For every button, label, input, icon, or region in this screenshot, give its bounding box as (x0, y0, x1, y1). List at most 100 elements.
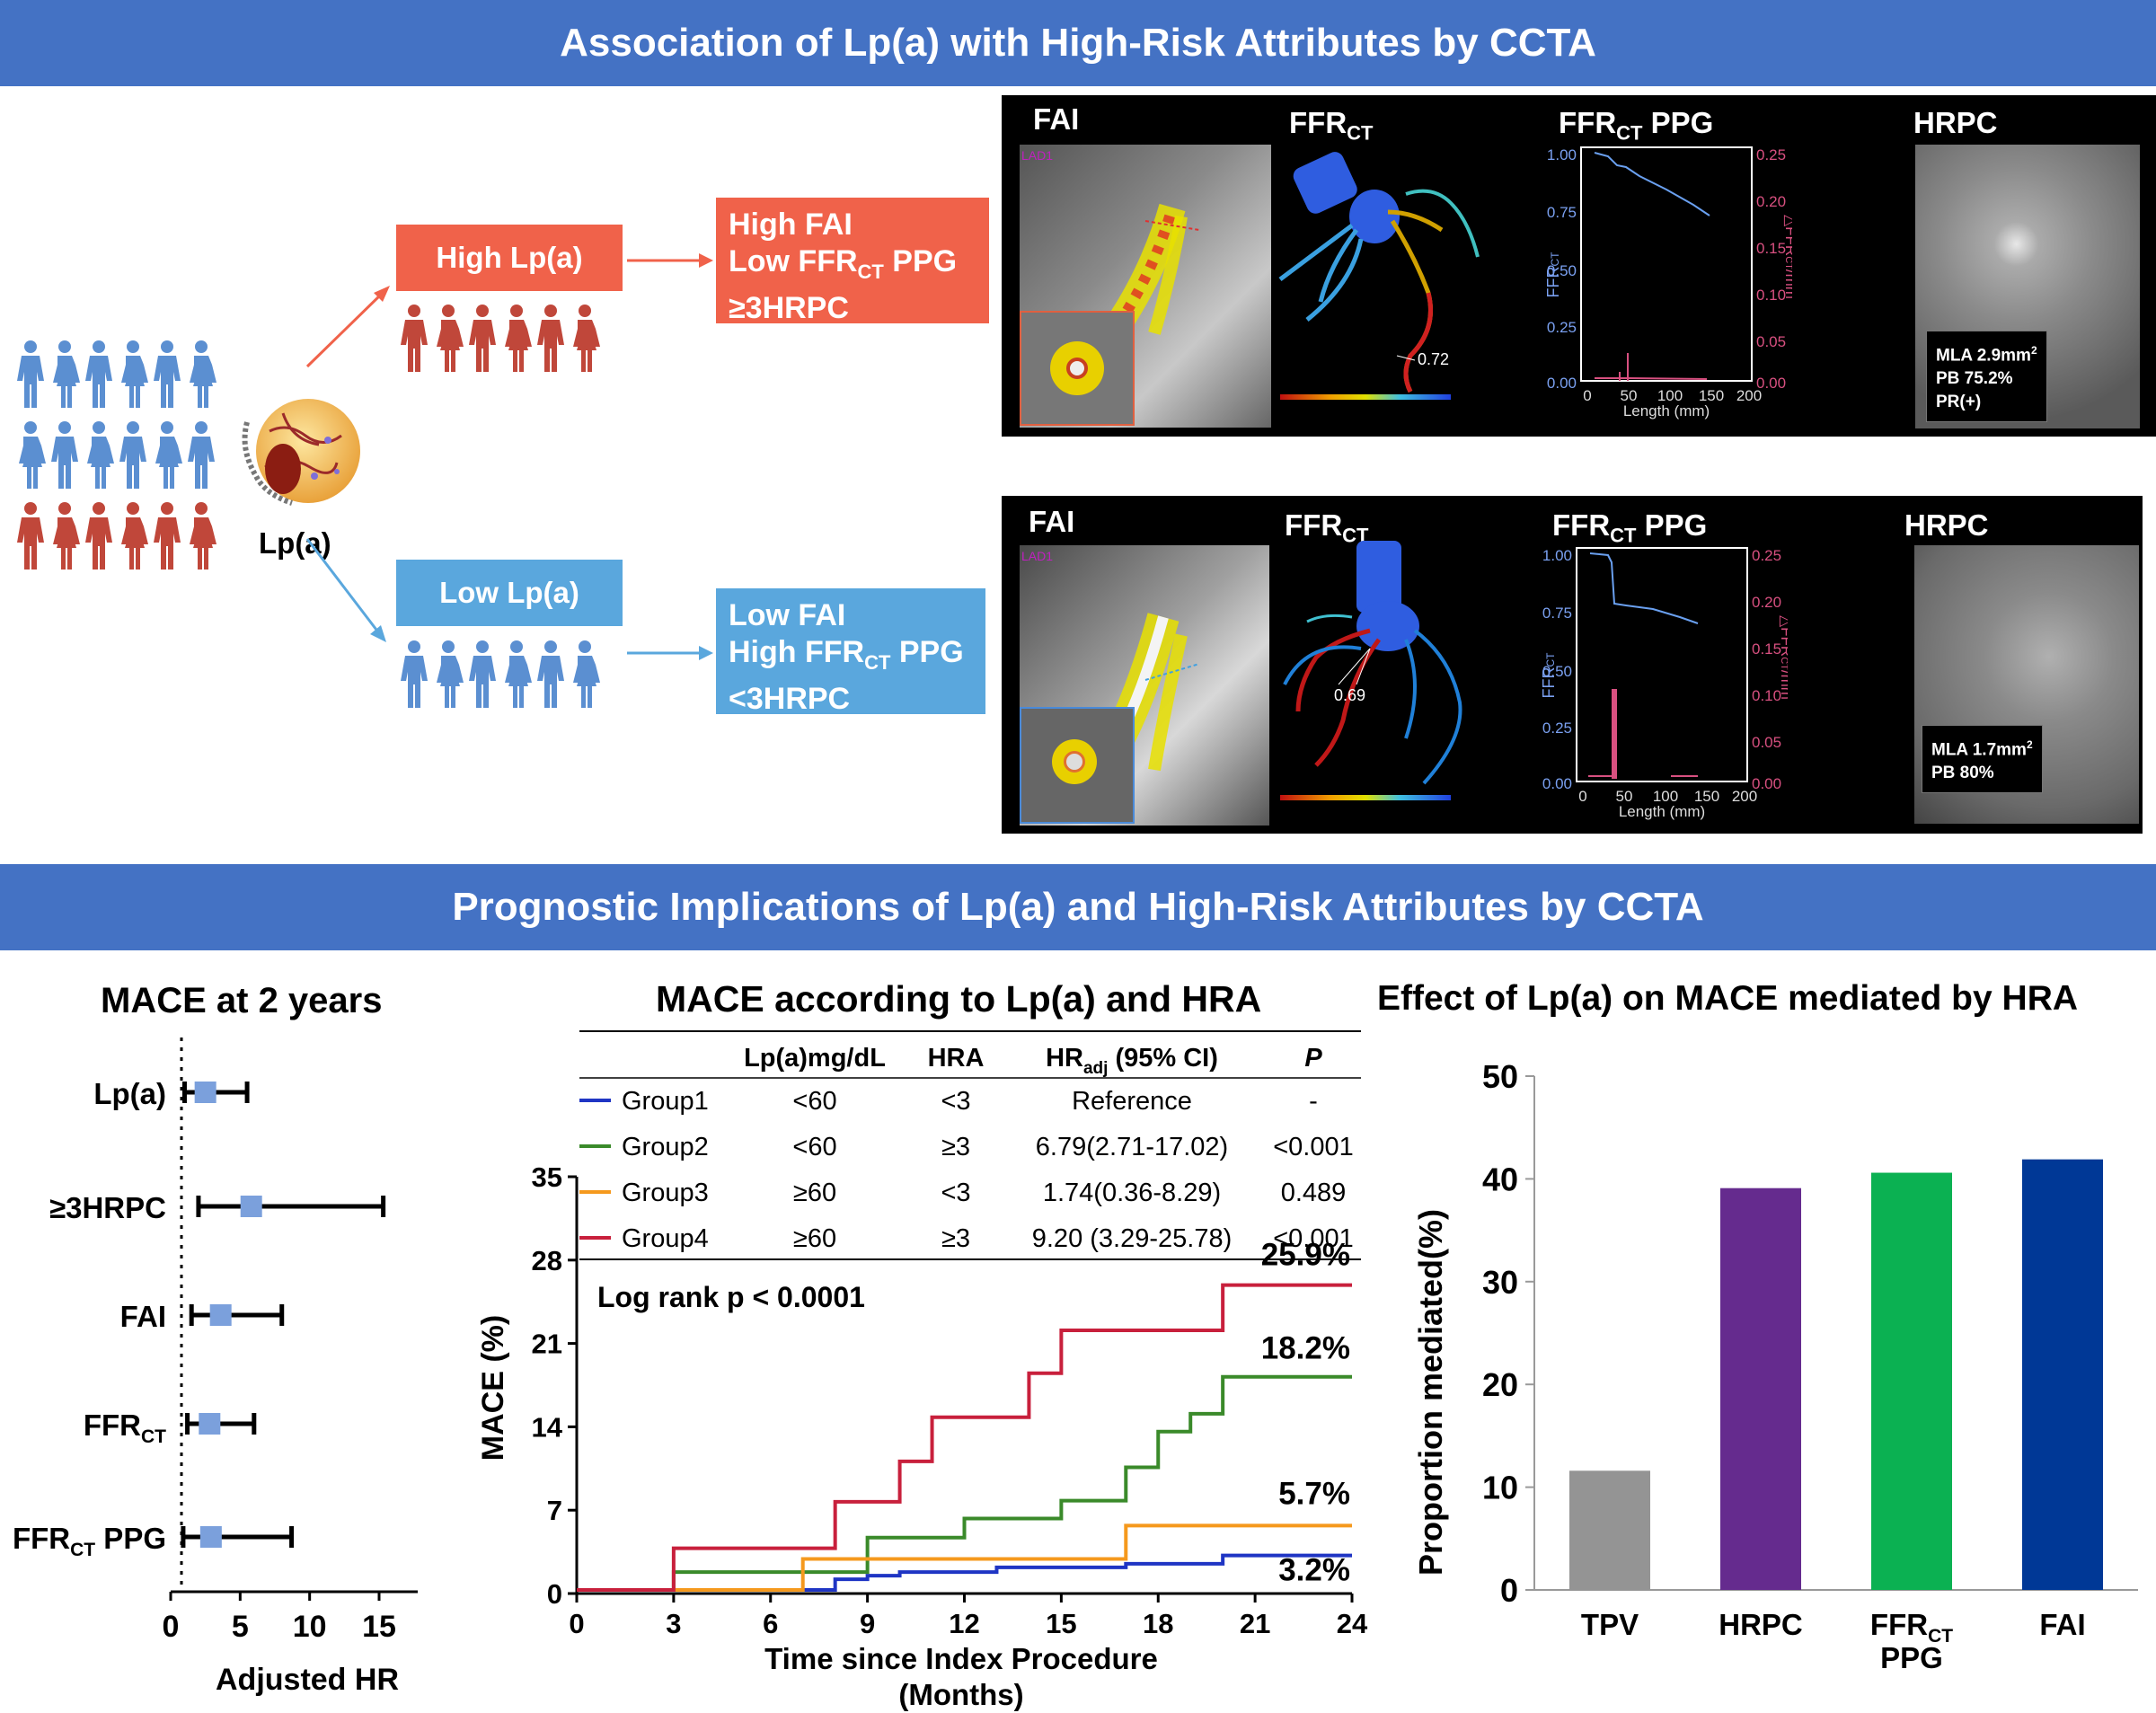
low-hrpc-stats: MLA 1.7mm2 PB 80% (1922, 725, 2043, 794)
svg-text:0.05: 0.05 (1756, 333, 1786, 350)
low-outcome-ffrct: High FFRCT PPG (729, 635, 964, 674)
km-end-label: 18.2% (1261, 1331, 1350, 1366)
bar-chart: Proportion mediated(%) 0 10 20 30 40 50 TPV HR… (1412, 1058, 2138, 1674)
km-cell-hra: ≥3 (941, 1224, 970, 1253)
km-curve-group2 (577, 1374, 1352, 1593)
svg-text:0.10: 0.10 (1752, 687, 1781, 704)
km-curve-group1 (577, 1553, 1352, 1593)
banner-prognostic: Prognostic Implications of Lp(a) and Hig… (0, 864, 2156, 950)
km-x-tick-label: 18 (1143, 1608, 1173, 1639)
bar-y-tick-label: 30 (1482, 1264, 1518, 1301)
km-cell-p: 0.489 (1281, 1179, 1347, 1207)
km-cell-hra: <3 (941, 1179, 970, 1207)
bar-title: Effect of Lp(a) on MACE mediated by HRA (1377, 979, 2079, 1018)
svg-text:△FFRCT/mm: △FFRCT/mm (1778, 615, 1788, 700)
km-y-tick-label: 35 (532, 1161, 562, 1193)
branch-arrows (305, 286, 390, 642)
km-ylabel: MACE (%) (476, 1315, 510, 1461)
forest-point (194, 1082, 216, 1103)
km-logrank: Log rank p < 0.0001 (597, 1281, 865, 1313)
high-lad-label: LAD1 (1021, 148, 1054, 163)
svg-text:50: 50 (1616, 788, 1633, 805)
km-end-label: 3.2% (1278, 1553, 1350, 1588)
svg-text:0.00: 0.00 (1547, 375, 1577, 392)
km-xlabel-2: (Months) (898, 1678, 1023, 1711)
km-y-tick-label: 7 (547, 1495, 562, 1526)
km-cell-lpa: <60 (792, 1133, 836, 1161)
population-row-2-icon (19, 421, 215, 489)
bar-ffrct-ppg (1871, 1172, 1952, 1590)
svg-text:0.10: 0.10 (1756, 287, 1786, 304)
forest-row-label: FAI (120, 1300, 166, 1333)
high-imaging-panel: LAD1 FAI FFRCT 0.72 FFRCT PPG 1.00 0.75 0… (1002, 95, 2156, 437)
km-header-p: P (1304, 1044, 1322, 1073)
bar-category-label: TPV (1581, 1608, 1639, 1641)
km-legend-label: Group2 (622, 1133, 709, 1161)
km-xlabel-1: Time since Index Procedure (764, 1642, 1158, 1675)
svg-text:Length (mm): Length (mm) (1619, 803, 1705, 820)
km-legend-label: Group1 (622, 1087, 709, 1116)
km-header-hr: HRadj (95% CI) (1046, 1044, 1218, 1078)
banner-association: Association of Lp(a) with High-Risk Attr… (0, 0, 2156, 86)
high-ffr-value: 0.72 (1418, 350, 1449, 368)
low-imaging-panel: LAD1 FAI FFRCT 0.69 FFRCT PPG 1.00 0.75 0… (1002, 496, 2143, 834)
bar-hrpc (1720, 1188, 1801, 1590)
low-hrpc-image: MLA 1.7mm2 PB 80% (1914, 545, 2139, 824)
forest-tick-label: 5 (232, 1610, 249, 1644)
svg-text:0.25: 0.25 (1752, 547, 1781, 564)
km-cell-hr: 9.20 (3.29-25.78) (1032, 1224, 1232, 1253)
forest-point (209, 1304, 232, 1326)
low-lpa-box: Low Lp(a) (396, 560, 623, 626)
km-cell-p: <0.001 (1273, 1224, 1354, 1253)
svg-text:50: 50 (1621, 387, 1638, 404)
km-x-tick-label: 3 (666, 1608, 681, 1639)
forest-xlabel: Adjusted HR (216, 1663, 399, 1697)
km-cell-hr: 1.74(0.36-8.29) (1043, 1179, 1221, 1207)
forest-plot: 0 5 10 15 Lp(a) ≥3HRPC FAI FFRCT FFRCT PPG Adju… (13, 1038, 418, 1697)
low-lad-label: LAD1 (1021, 549, 1054, 563)
bar-category-label: HRPC (1719, 1608, 1803, 1641)
svg-text:0.20: 0.20 (1752, 594, 1781, 611)
forest-row-label: Lp(a) (93, 1077, 166, 1110)
km-header-hra: HRA (928, 1044, 985, 1073)
low-outcomes-box: Low FAI High FFRCT PPG <3HRPC (716, 588, 985, 716)
high-arrow-icon (627, 253, 713, 268)
km-end-label: 5.7% (1278, 1476, 1350, 1511)
svg-text:0.00: 0.00 (1752, 775, 1781, 792)
km-x-tick-label: 15 (1046, 1608, 1076, 1639)
lpa-particle-icon (242, 399, 360, 506)
svg-text:0.25: 0.25 (1756, 146, 1786, 163)
km-cell-lpa: <60 (792, 1087, 836, 1116)
high-outcome-hrpc: ≥3HRPC (729, 290, 849, 325)
low-ffr-value: 0.69 (1334, 686, 1365, 704)
bar-category-label-line2: PPG (1880, 1641, 1943, 1674)
high-hrpc-stats: MLA 2.9mm2 PB 75.2% PR(+) (1926, 331, 2047, 423)
svg-text:0.00: 0.00 (1756, 375, 1786, 392)
km-legend-label: Group4 (622, 1224, 709, 1253)
km-cell-lpa: ≥60 (793, 1224, 836, 1253)
km-curve-group3 (577, 1523, 1352, 1593)
high-fai-inset (1020, 311, 1135, 426)
km-title: MACE according to Lp(a) and HRA (656, 978, 1262, 1020)
bar-y-tick-label: 40 (1482, 1161, 1518, 1197)
low-outcome-hrpc: <3HRPC (729, 681, 851, 716)
forest-tick-label: 15 (362, 1610, 396, 1644)
svg-text:1.00: 1.00 (1547, 146, 1577, 163)
km-cell-hr: Reference (1072, 1087, 1192, 1116)
svg-text:0.00: 0.00 (1542, 775, 1572, 792)
high-outcome-ffrct: Low FFRCT PPG (729, 244, 958, 283)
svg-text:1.00: 1.00 (1542, 547, 1572, 564)
low-lpa-people-icon (401, 640, 600, 708)
svg-text:0.50: 0.50 (1542, 663, 1572, 680)
svg-text:0.20: 0.20 (1756, 193, 1786, 210)
low-ffrct-title: FFRCT (1285, 508, 1369, 547)
svg-text:FFRCT: FFRCT (1544, 252, 1562, 298)
forest-tick-label: 10 (293, 1610, 327, 1644)
km-header-lpa: Lp(a)mg/dL (744, 1044, 886, 1073)
km-x-tick-label: 21 (1240, 1608, 1270, 1639)
high-fai-title: FAI (1033, 102, 1080, 136)
low-fai-image: LAD1 (1020, 545, 1269, 826)
low-fai-title: FAI (1029, 505, 1075, 538)
svg-text:0.05: 0.05 (1752, 734, 1781, 751)
km-y-tick-label: 0 (547, 1578, 562, 1610)
